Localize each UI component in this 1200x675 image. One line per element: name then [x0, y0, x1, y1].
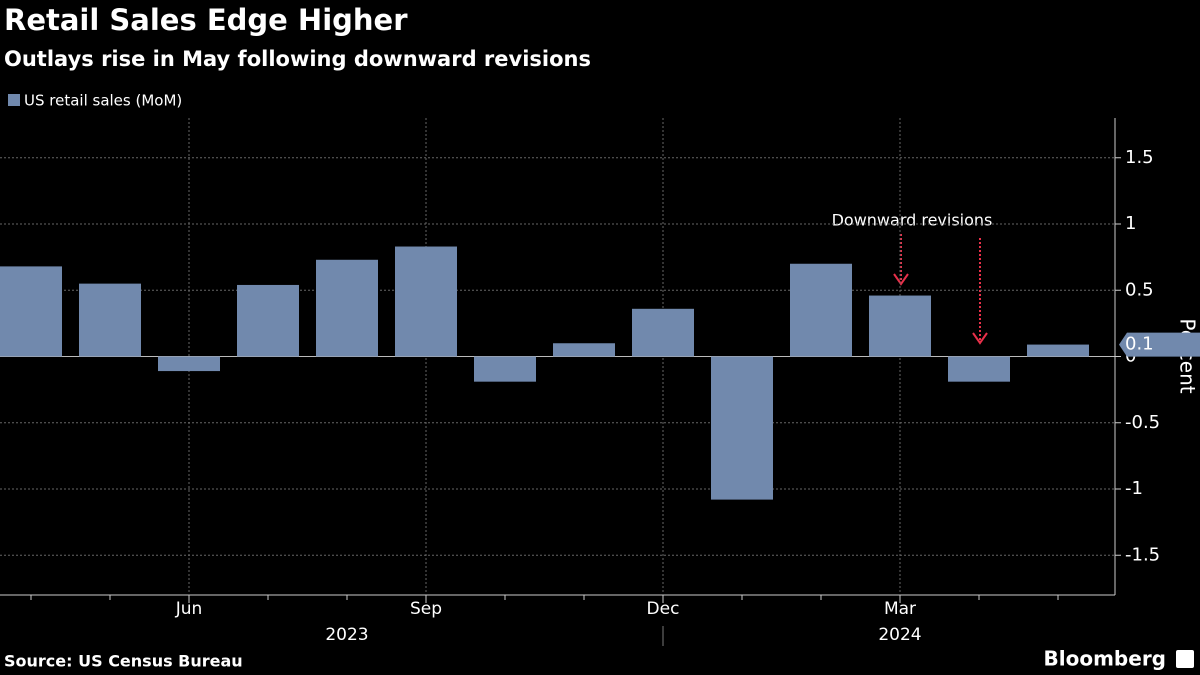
bar	[395, 246, 457, 357]
bar	[790, 263, 852, 357]
y-tick-label: 0.5	[1125, 279, 1154, 300]
y-tick-label: -1.5	[1125, 544, 1160, 565]
bar	[948, 356, 1010, 382]
bar	[711, 356, 773, 500]
y-tick-label: -1	[1125, 478, 1143, 499]
y-tick-label: -0.5	[1125, 412, 1160, 433]
bar	[158, 356, 220, 372]
bar	[0, 266, 62, 357]
bar	[1027, 344, 1089, 357]
bar	[316, 259, 378, 357]
bar	[869, 295, 931, 357]
x-group-label: 2023	[325, 625, 368, 645]
bar	[474, 356, 536, 382]
legend-swatch	[8, 94, 20, 106]
brand-icon	[1176, 650, 1194, 668]
legend-label: US retail sales (MoM)	[24, 92, 182, 110]
source: Source: US Census Bureau	[4, 652, 243, 671]
bar	[553, 343, 615, 357]
x-group-label: 2024	[878, 625, 921, 645]
x-tick-label: Mar	[884, 599, 916, 619]
y-tick-label: 1.5	[1125, 147, 1154, 168]
x-tick-label: Jun	[175, 599, 203, 619]
annotation-arrows	[893, 234, 988, 345]
annotation: Downward revisions	[832, 211, 993, 230]
bar	[237, 284, 299, 357]
bar	[79, 283, 141, 357]
chart-title: Retail Sales Edge Higher	[4, 3, 408, 37]
x-tick-label: Sep	[410, 599, 442, 619]
brand: Bloomberg	[1044, 647, 1166, 671]
y-tick-label: 1	[1125, 213, 1136, 234]
value-label: 0.1	[1125, 334, 1154, 355]
chart-subtitle: Outlays rise in May following downward r…	[4, 47, 591, 71]
value-tag	[1119, 332, 1200, 357]
x-tick-label: Dec	[647, 599, 680, 619]
bar	[632, 308, 694, 357]
